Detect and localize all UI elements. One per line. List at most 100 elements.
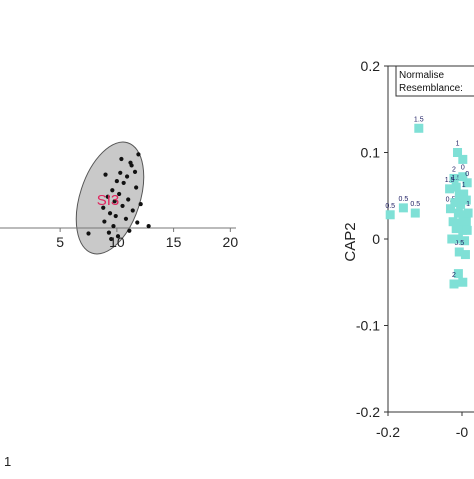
left-data-point bbox=[101, 205, 106, 210]
cap-data-point bbox=[459, 189, 469, 199]
cap-data-point bbox=[460, 236, 470, 246]
left-data-point bbox=[113, 213, 118, 219]
left-data-point bbox=[136, 152, 141, 157]
left-scatter-panel: 5 10 15 20 SI3 1 bbox=[0, 141, 238, 469]
left-data-point bbox=[124, 174, 130, 179]
cap-data-point bbox=[445, 204, 455, 214]
cap-data-point bbox=[449, 173, 459, 183]
cap-data-point bbox=[447, 234, 457, 244]
cap-data-point bbox=[398, 203, 408, 213]
cap-point-label: 2 bbox=[452, 166, 456, 173]
left-data-point bbox=[118, 170, 123, 175]
left-data-point bbox=[132, 169, 138, 174]
left-data-point bbox=[111, 224, 116, 229]
left-data-point bbox=[109, 236, 114, 242]
left-data-point bbox=[120, 203, 125, 209]
cap-y-tick-label: 0 bbox=[372, 231, 380, 247]
cap-y-tick-label: -0.2 bbox=[356, 404, 380, 420]
left-data-point bbox=[130, 208, 135, 213]
cap-data-point bbox=[450, 198, 460, 208]
left-data-point bbox=[102, 219, 107, 224]
cap-data-point bbox=[453, 148, 463, 157]
cap-y-tick-label: 0.1 bbox=[361, 145, 381, 161]
cap-data-point bbox=[445, 184, 455, 194]
left-data-point bbox=[106, 230, 112, 235]
cap-data-point bbox=[460, 250, 470, 260]
cap-data-point bbox=[454, 247, 464, 257]
left-data-point bbox=[107, 211, 113, 216]
left-data-point bbox=[123, 216, 129, 221]
left-data-point bbox=[135, 220, 140, 225]
cap-point-label: 0 bbox=[461, 165, 465, 172]
cap-x-tick-label: -0 bbox=[456, 424, 469, 440]
left-corner-label: 1 bbox=[4, 454, 11, 469]
cap-point-label: 1.5 bbox=[445, 177, 455, 184]
cap-point-label: 0.5 bbox=[385, 203, 395, 210]
cap-data-point bbox=[448, 217, 458, 227]
left-data-point bbox=[105, 194, 110, 199]
left-x-tick-label: 15 bbox=[166, 234, 182, 250]
cap-data-point bbox=[449, 279, 459, 289]
cap-data-point bbox=[410, 208, 420, 218]
cap-legend-box: Normalise Resemblance: bbox=[395, 65, 474, 97]
cap2-axis-label: CAP2 bbox=[342, 222, 359, 261]
cap-point-label: 1 bbox=[456, 141, 460, 148]
left-x-tick-label: 10 bbox=[109, 234, 125, 250]
cap-scatter-panel: 0.2 0.1 0 -0.1 -0.2 -0.2 -0 CAP2 Normalise Re… bbox=[342, 58, 474, 440]
cap-data-point bbox=[451, 224, 461, 234]
left-data-point bbox=[134, 185, 139, 190]
left-data-point bbox=[121, 180, 126, 186]
cap-point-label: 0.5 bbox=[399, 196, 409, 203]
cap-data-point bbox=[462, 225, 472, 235]
left-data-point bbox=[115, 234, 121, 239]
left-data-point bbox=[146, 224, 151, 229]
cap-data-point bbox=[414, 123, 424, 133]
cap-data-point bbox=[461, 195, 471, 205]
cap-point-label: 0.5 bbox=[410, 201, 420, 208]
left-data-point bbox=[128, 160, 133, 165]
left-data-point bbox=[138, 201, 143, 207]
cap-data-point bbox=[458, 154, 468, 164]
si3-ellipse bbox=[75, 141, 145, 255]
cap-data-point bbox=[456, 199, 466, 209]
cap-data-point bbox=[456, 218, 466, 228]
cap-x-ticks: -0.2 -0 bbox=[376, 412, 468, 440]
left-data-point bbox=[103, 172, 108, 177]
legend-frame bbox=[395, 65, 474, 97]
cap-y-ticks: 0.2 0.1 0 -0.1 -0.2 bbox=[356, 58, 388, 420]
cap-data-point bbox=[451, 182, 461, 192]
cap-y-tick-label: 0.2 bbox=[361, 58, 381, 74]
cap-point-label: 1 bbox=[462, 182, 466, 189]
left-data-point bbox=[126, 197, 131, 202]
left-data-point bbox=[86, 231, 91, 236]
cap-data-point bbox=[458, 277, 468, 287]
cap-data-point bbox=[463, 208, 473, 218]
left-x-tick-label: 20 bbox=[223, 234, 239, 250]
left-x-ticks: 5 10 15 20 bbox=[56, 228, 238, 250]
cap-data-point bbox=[453, 269, 463, 279]
left-data-point bbox=[119, 156, 124, 162]
cap-data-point bbox=[458, 210, 468, 220]
cap-x-tick-label: -0.2 bbox=[376, 424, 400, 440]
cap-data-point bbox=[458, 172, 468, 182]
left-data-point bbox=[112, 199, 117, 204]
cap-point-label: 1.5 bbox=[451, 175, 461, 182]
cap-point-label: 2 bbox=[452, 272, 456, 279]
cap-point-label: 1 bbox=[466, 201, 470, 208]
left-points bbox=[86, 152, 151, 242]
legend-line-normalise: Normalise bbox=[399, 70, 444, 81]
cap-point-label: 1.5 bbox=[414, 116, 424, 123]
left-data-point bbox=[117, 191, 122, 197]
si3-ellipse-label: SI3 bbox=[97, 192, 120, 209]
cap-data-point bbox=[453, 234, 463, 244]
cap-point-label: 0.5 bbox=[454, 240, 464, 247]
cap-point-label: 0 bbox=[465, 171, 469, 178]
left-x-tick-label: 5 bbox=[56, 234, 64, 250]
cap-data-point bbox=[462, 178, 472, 188]
cap-data-point bbox=[461, 217, 471, 227]
cap-y-tick-label: -0.1 bbox=[356, 318, 380, 334]
legend-line-resemblance: Resemblance: bbox=[399, 83, 463, 94]
